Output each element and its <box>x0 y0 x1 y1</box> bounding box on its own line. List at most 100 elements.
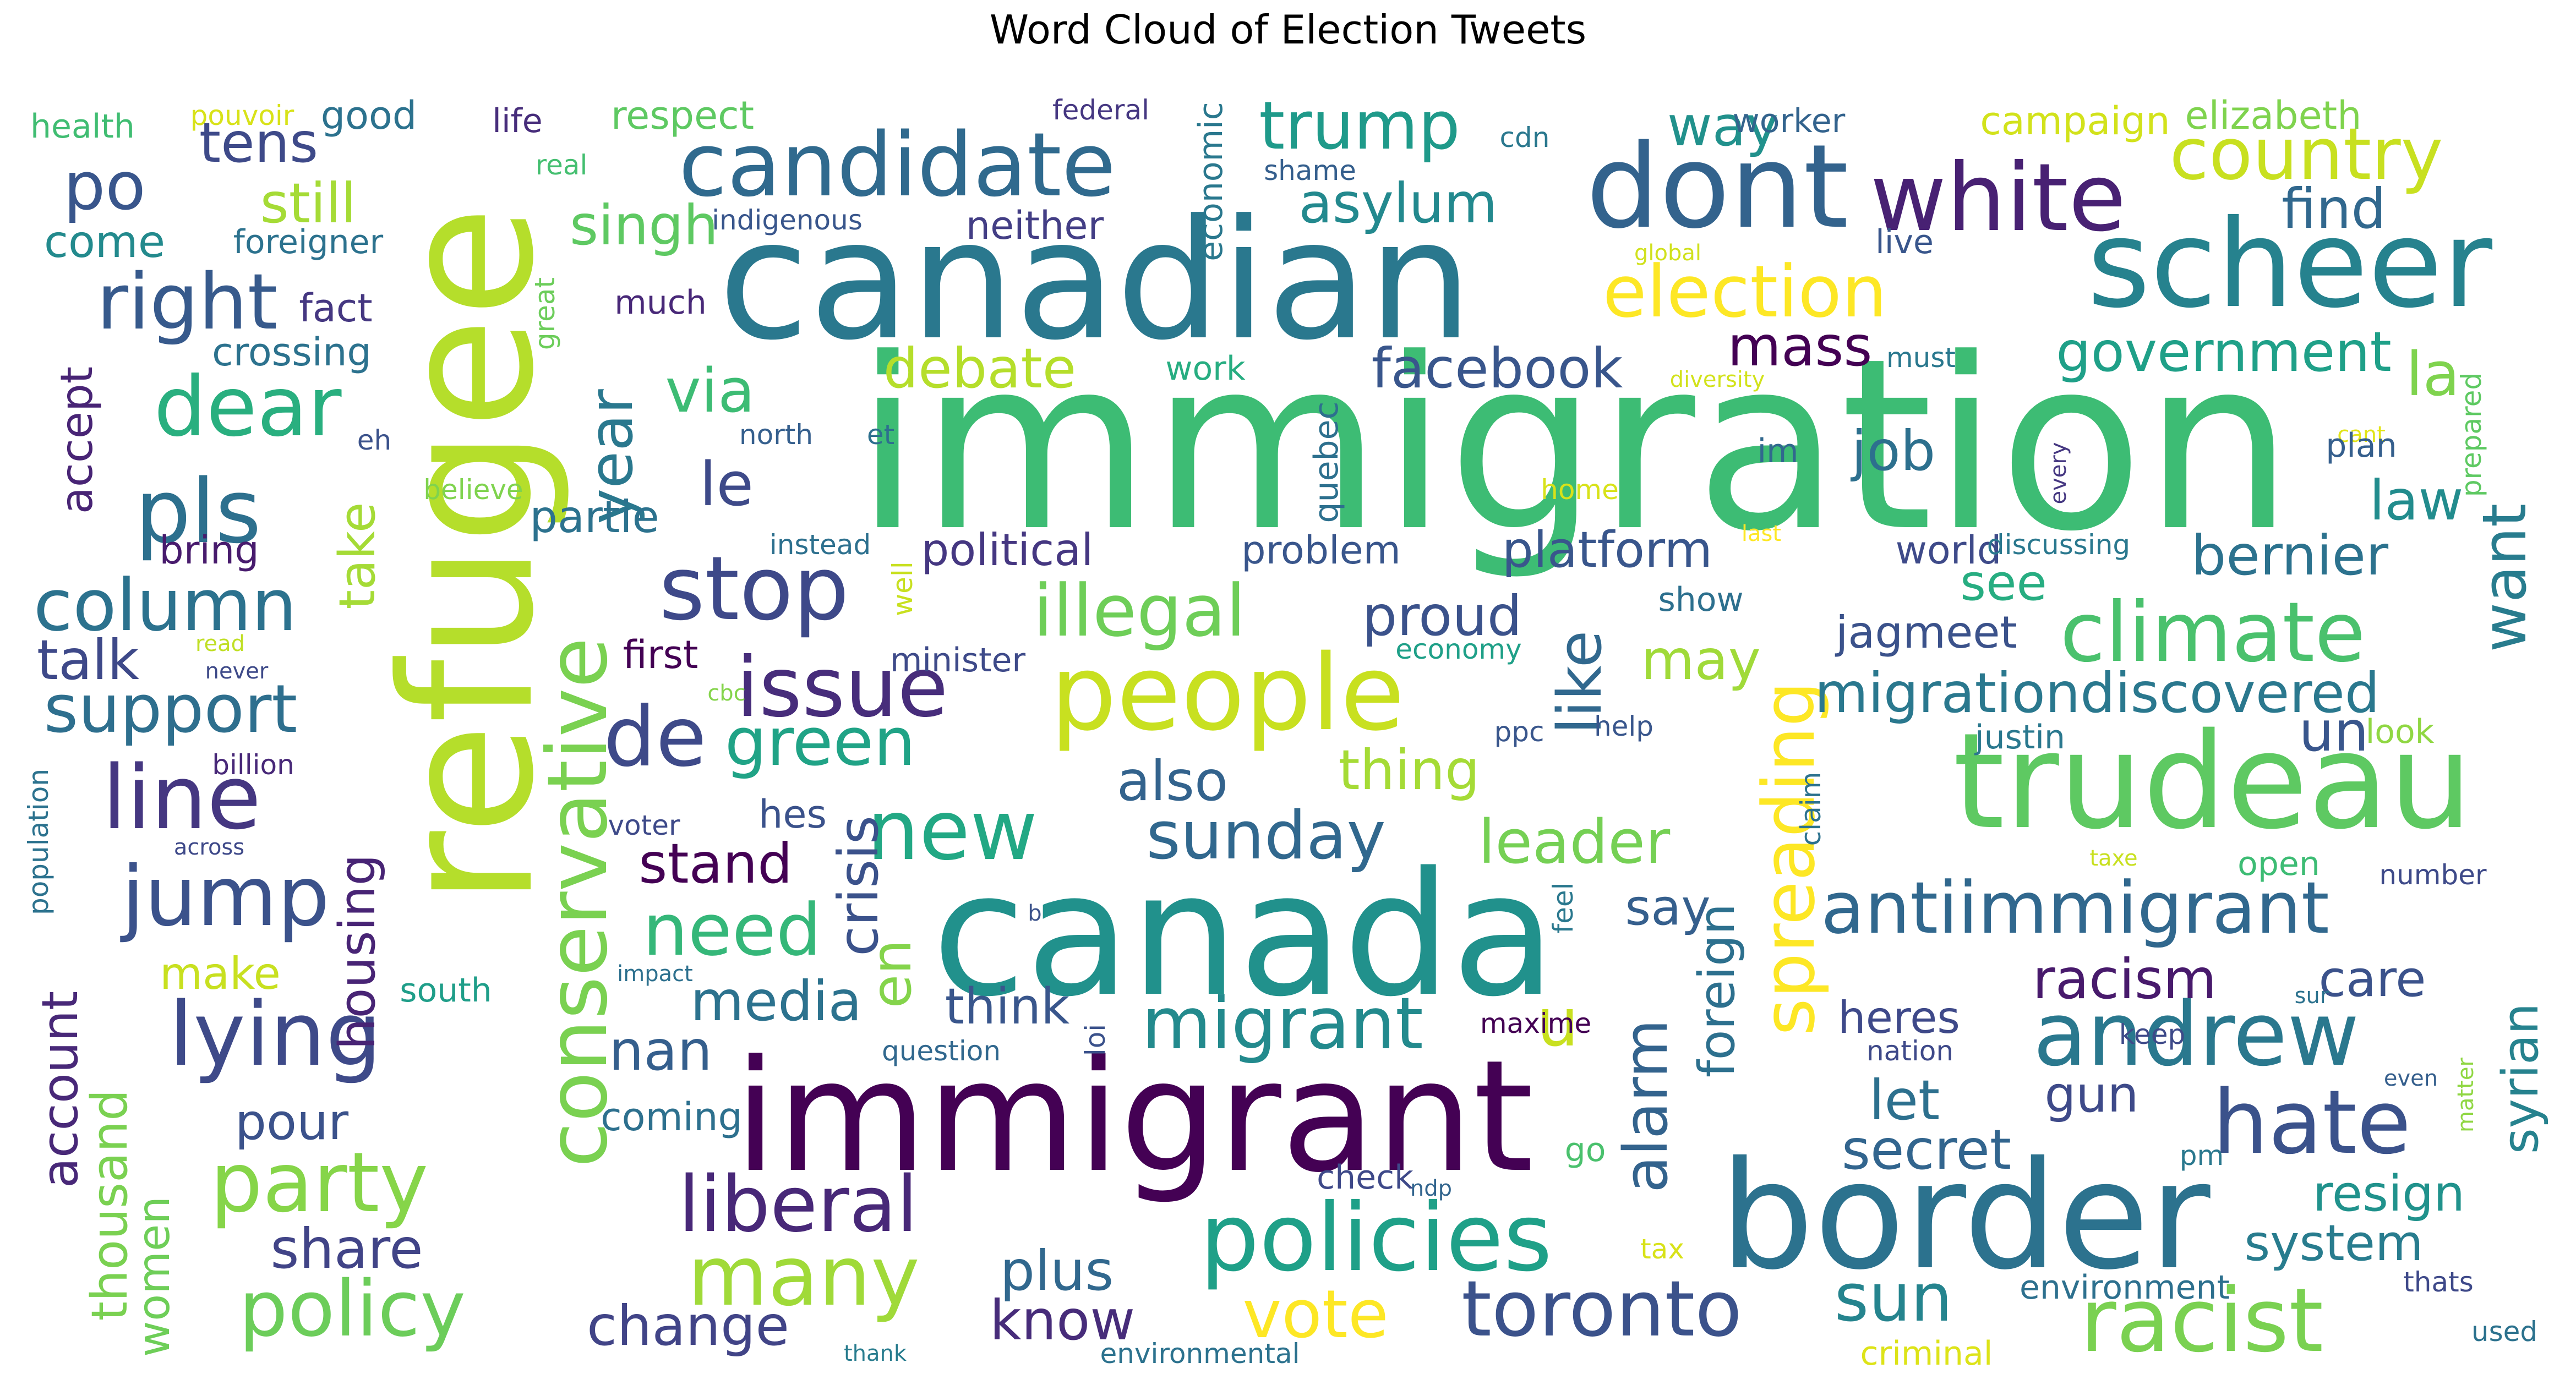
word-show: show <box>1658 581 1744 619</box>
word-fact: fact <box>299 286 373 331</box>
word-spreading: spreading <box>1747 681 1831 1036</box>
word-billion: billion <box>212 749 294 781</box>
word-sun: sun <box>1834 1260 1953 1337</box>
word-diversity: diversity <box>1669 367 1765 392</box>
word-toronto: toronto <box>1461 1264 1742 1354</box>
word-foreigner: foreigner <box>233 223 384 261</box>
word-voter: voter <box>608 809 680 841</box>
word-impact: impact <box>617 961 693 987</box>
word-let: let <box>1869 1068 1940 1132</box>
word-loi: loi <box>1079 1023 1111 1056</box>
word-bernier: bernier <box>2191 523 2389 588</box>
word-sunday: sunday <box>1146 798 1386 874</box>
word-worker: worker <box>1732 102 1846 140</box>
word-much: much <box>614 283 707 322</box>
word-b: b <box>1028 901 1042 926</box>
word-north: north <box>739 419 814 451</box>
word-et: et <box>866 419 895 451</box>
word-population: population <box>23 768 54 916</box>
word-law: law <box>2369 468 2464 533</box>
word-prepared: prepared <box>2455 372 2487 497</box>
word-care: care <box>2318 950 2426 1008</box>
word-border: border <box>1720 1129 2211 1302</box>
word-government: government <box>2056 320 2392 384</box>
word-think: think <box>945 978 1070 1036</box>
word-canada: canada <box>932 836 1556 1034</box>
word-question: question <box>881 1035 1001 1067</box>
word-great: great <box>529 277 561 351</box>
word-good: good <box>320 93 417 138</box>
word-pour: pour <box>234 1093 349 1151</box>
word-antiimmigrant: antiimmigrant <box>1821 866 2329 950</box>
word-jagmeet: jagmeet <box>1836 607 2017 658</box>
word-resign: resign <box>2312 1165 2465 1223</box>
word-find: find <box>2282 177 2386 241</box>
word-jump: jump <box>121 849 330 945</box>
word-housing: housing <box>329 854 386 1050</box>
word-quebec: quebec <box>1307 401 1346 523</box>
word-proud: proud <box>1362 584 1522 648</box>
word-right: right <box>96 258 278 347</box>
word-even: even <box>2383 1066 2438 1091</box>
word-green: green <box>724 704 916 781</box>
word-canadian: canadian <box>718 184 1473 376</box>
word-health: health <box>30 107 135 146</box>
word-economic: economic <box>1192 102 1230 261</box>
word-pls: pls <box>135 460 261 563</box>
word-justin: justin <box>1974 718 2066 757</box>
word-indigenous: indigenous <box>712 204 863 236</box>
word-take: take <box>329 502 386 610</box>
word-ppc: ppc <box>1494 716 1544 748</box>
word-issue: issue <box>736 640 948 736</box>
word-andrew: andrew <box>2033 983 2360 1086</box>
word-immigrant: immigrant <box>734 1027 1534 1207</box>
figure-title: Word Cloud of Election Tweets <box>989 7 1587 53</box>
word-column: column <box>33 563 297 647</box>
word-cbc: cbc <box>707 681 746 706</box>
word-sur: sur <box>2294 983 2329 1009</box>
word-pm: pm <box>2179 1140 2224 1171</box>
word-respect: respect <box>610 93 755 138</box>
word-see: see <box>1960 554 2047 612</box>
word-stop: stop <box>659 537 849 640</box>
word-thats: thats <box>2403 1266 2474 1298</box>
word-en: en <box>859 939 924 1009</box>
word-asylum: asylum <box>1298 171 1498 236</box>
word-make: make <box>160 948 281 999</box>
word-debate: debate <box>883 336 1077 401</box>
word-political: political <box>921 524 1094 576</box>
word-im: im <box>1757 432 1799 470</box>
word-heres: heres <box>1838 992 1960 1043</box>
word-leader: leader <box>1478 807 1671 877</box>
word-facebook: facebook <box>1371 336 1623 401</box>
word-scheer: scheer <box>2087 194 2493 335</box>
word-economy: economy <box>1395 633 1522 665</box>
word-neither: neither <box>965 203 1104 248</box>
word-job: job <box>1851 419 1936 483</box>
word-trump: trump <box>1259 88 1460 165</box>
word-open: open <box>2237 845 2320 883</box>
word-look: look <box>2365 713 2435 751</box>
word-dear: dear <box>154 359 342 455</box>
word-hate: hate <box>2212 1071 2411 1174</box>
word-matter: matter <box>2453 1058 2479 1132</box>
word-federal: federal <box>1052 94 1149 126</box>
word-candidate: candidate <box>678 113 1116 216</box>
word-also: also <box>1116 749 1229 813</box>
word-criminal: criminal <box>1860 1334 1993 1373</box>
word-want: want <box>2469 503 2540 653</box>
word-believe: believe <box>423 474 523 506</box>
word-migrant: migrant <box>1142 982 1423 1065</box>
word-trudeau: trudeau <box>1952 704 2473 858</box>
word-keep: keep <box>2119 1019 2186 1050</box>
word-media: media <box>690 969 862 1033</box>
word-syrian: syrian <box>2492 1003 2550 1154</box>
word-accept: accept <box>51 366 102 514</box>
word-campaign: campaign <box>1980 98 2170 144</box>
word-many: many <box>687 1229 920 1324</box>
word-environmental: environmental <box>1100 1338 1300 1370</box>
word-new: new <box>866 783 1038 879</box>
word-first: first <box>623 632 698 677</box>
word-immigration: immigration <box>855 308 2294 583</box>
